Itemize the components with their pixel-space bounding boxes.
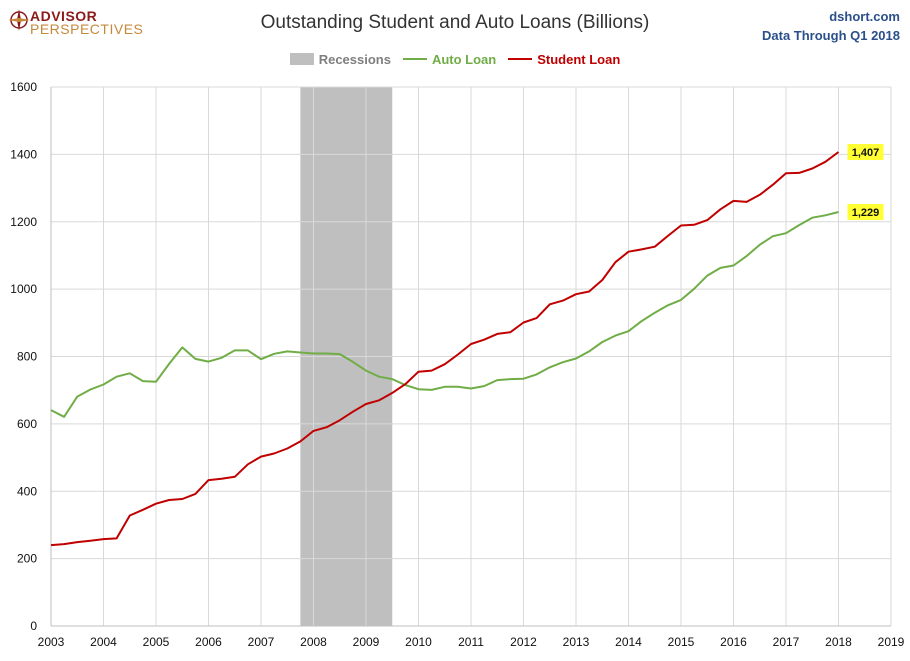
legend-swatch-student-loan — [508, 58, 533, 60]
logo-text-top: ADVISOR — [30, 8, 98, 24]
x-tick-label-2005: 2005 — [143, 635, 170, 649]
x-tick-label-2008: 2008 — [300, 635, 327, 649]
legend-item-auto-loan: Auto Loan — [402, 51, 497, 67]
legend-swatch-recessions — [289, 53, 314, 65]
end-label-student-loan-bg — [847, 144, 884, 161]
x-tick-label-2013: 2013 — [563, 635, 590, 649]
end-label-student-loan: 1,407 — [852, 147, 880, 159]
source-note: dshort.com Data Through Q1 2018 — [762, 7, 900, 45]
legend-label-auto-loan: Auto Loan — [431, 51, 497, 67]
x-tick-label-2007: 2007 — [248, 635, 275, 649]
x-tick-label-2003: 2003 — [38, 635, 65, 649]
y-tick-label-0: 0 — [30, 619, 37, 633]
series-line-auto-loan — [50, 211, 839, 418]
x-tick-label-2011: 2011 — [458, 635, 484, 649]
x-tick-label-2006: 2006 — [195, 635, 222, 649]
legend-swatch-auto-loan — [402, 58, 427, 60]
y-tick-label-1600: 1600 — [10, 80, 37, 94]
x-tick-label-2012: 2012 — [510, 635, 537, 649]
x-tick-label-2017: 2017 — [773, 635, 800, 649]
x-tick-label-2014: 2014 — [615, 635, 642, 649]
logo-text-bottom: PERSPECTIVES — [30, 21, 144, 37]
x-tick-label-2018: 2018 — [825, 635, 852, 649]
x-tick-label-2004: 2004 — [90, 635, 117, 649]
y-tick-label-200: 200 — [17, 552, 37, 566]
y-tick-label-1200: 1200 — [10, 215, 37, 229]
advisor-perspectives-logo: ADVISOR PERSPECTIVES — [8, 6, 168, 38]
series-line-student-loan — [50, 151, 840, 547]
chart-title: Outstanding Student and Auto Loans (Bill… — [260, 12, 650, 33]
y-tick-label-800: 800 — [17, 350, 37, 364]
source-site: dshort.com — [829, 9, 900, 24]
legend-item-recessions: Recessions — [289, 51, 391, 67]
y-tick-label-400: 400 — [17, 484, 37, 498]
legend-label-recessions: Recessions — [318, 51, 391, 67]
x-tick-label-2019: 2019 — [878, 635, 905, 649]
y-tick-label-1400: 1400 — [10, 147, 37, 161]
y-tick-label-600: 600 — [17, 417, 37, 431]
x-tick-label-2016: 2016 — [720, 635, 747, 649]
legend-item-student-loan: Student Loan — [508, 52, 620, 67]
end-label-auto-loan: 1,229 — [852, 207, 880, 219]
x-tick-label-2009: 2009 — [353, 635, 380, 649]
compass-icon — [8, 9, 30, 31]
x-tick-label-2015: 2015 — [668, 635, 695, 649]
end-label-auto-loan-bg — [847, 203, 884, 220]
x-tick-label-2010: 2010 — [405, 635, 432, 649]
legend: Recessions Auto Loan Student Loan — [0, 50, 910, 68]
legend-label-student-loan: Student Loan — [537, 51, 621, 67]
source-data-through: Data Through Q1 2018 — [762, 28, 900, 43]
y-tick-label-1000: 1000 — [10, 282, 37, 296]
